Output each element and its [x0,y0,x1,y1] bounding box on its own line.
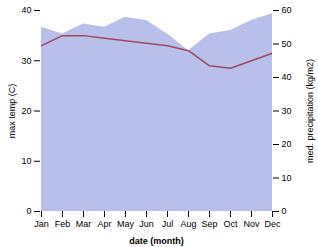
svg-text:10: 10 [21,156,31,166]
svg-text:Sep: Sep [201,219,217,229]
svg-text:10: 10 [282,173,292,183]
svg-text:Oct: Oct [223,219,238,229]
svg-text:30: 30 [21,56,31,66]
svg-text:Apr: Apr [97,219,111,229]
svg-text:Mar: Mar [76,219,92,229]
svg-text:max temp (C): max temp (C) [7,84,17,139]
svg-text:0: 0 [26,206,31,216]
svg-text:Feb: Feb [55,219,71,229]
svg-text:50: 50 [282,39,292,49]
svg-text:40: 40 [21,5,31,15]
svg-text:May: May [117,219,135,229]
svg-text:Jan: Jan [34,219,49,229]
svg-text:20: 20 [282,139,292,149]
svg-text:60: 60 [282,5,292,15]
svg-text:med. precipitation (kg/m2): med. precipitation (kg/m2) [305,59,315,163]
svg-text:20: 20 [21,106,31,116]
svg-text:Dec: Dec [264,219,281,229]
svg-text:30: 30 [282,106,292,116]
svg-text:40: 40 [282,72,292,82]
svg-text:date (month): date (month) [129,236,184,246]
svg-text:Jun: Jun [139,219,154,229]
svg-text:Aug: Aug [180,219,196,229]
svg-text:Nov: Nov [243,219,260,229]
svg-text:Jul: Jul [162,219,174,229]
svg-text:0: 0 [282,206,287,216]
